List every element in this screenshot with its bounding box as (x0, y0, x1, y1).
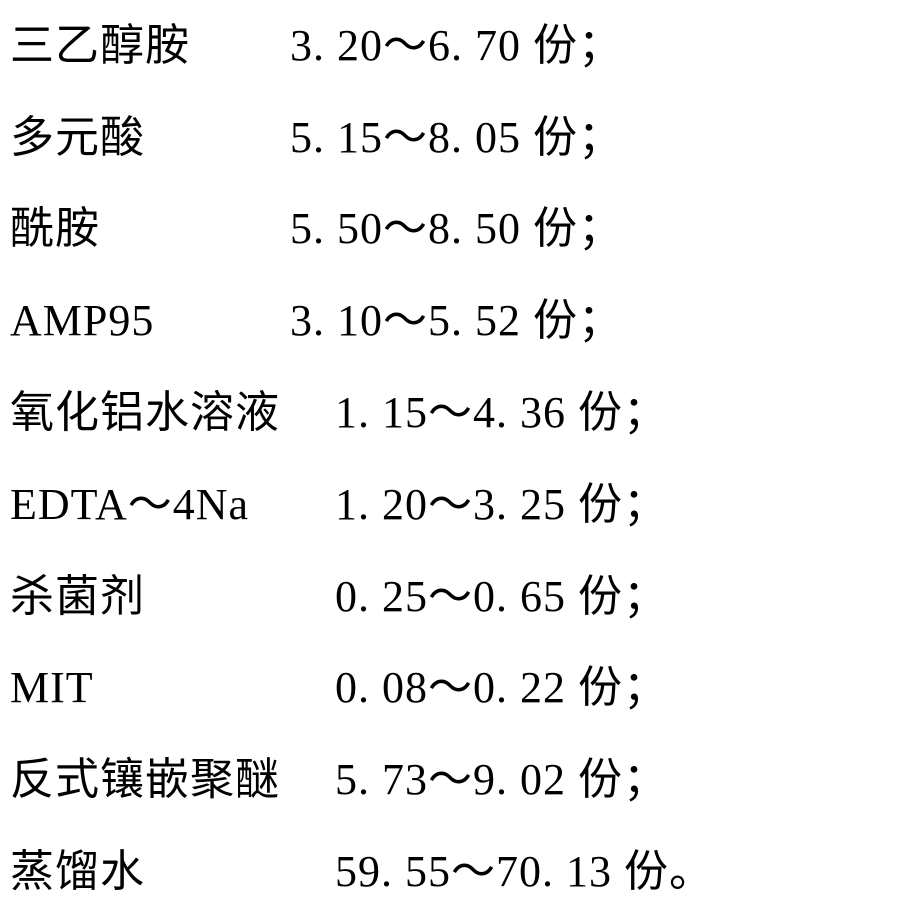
list-item: AMP95 3. 10～5. 52 份； (10, 275, 892, 367)
ingredient-label: 多元酸 (10, 116, 145, 160)
ingredient-label: MIT (10, 666, 94, 710)
list-item: 氧化铝水溶液 1. 15～4. 36 份； (10, 367, 892, 459)
ingredient-amount: 1. 20～3. 25 份； (335, 483, 668, 527)
ingredient-label: 三乙醇胺 (10, 24, 190, 68)
list-item: 多元酸 5. 15～8. 05 份； (10, 92, 892, 184)
list-item: 三乙醇胺 3. 20～6. 70 份； (10, 0, 892, 92)
list-item: 杀菌剂 0. 25～0. 65 份； (10, 551, 892, 643)
ingredient-amount: 3. 20～6. 70 份； (290, 24, 623, 68)
ingredient-amount: 5. 50～8. 50 份； (290, 207, 623, 251)
list-item: EDTA～4Na 1. 20～3. 25 份； (10, 459, 892, 551)
list-item: 蒸馏水 59. 55～70. 13 份。 (10, 826, 892, 918)
ingredient-list: 三乙醇胺 3. 20～6. 70 份； 多元酸 5. 15～8. 05 份； 酰… (0, 0, 902, 918)
ingredient-amount: 1. 15～4. 36 份； (335, 391, 668, 435)
ingredient-amount: 3. 10～5. 52 份； (290, 299, 623, 343)
ingredient-amount: 5. 15～8. 05 份； (290, 116, 623, 160)
ingredient-amount: 5. 73～9. 02 份； (335, 758, 668, 802)
list-item: 反式镶嵌聚醚 5. 73～9. 02 份； (10, 734, 892, 826)
ingredient-label: 酰胺 (10, 207, 100, 251)
ingredient-amount: 0. 25～0. 65 份； (335, 575, 668, 619)
list-item: 酰胺 5. 50～8. 50 份； (10, 184, 892, 276)
ingredient-label: 蒸馏水 (10, 850, 145, 894)
ingredient-label: 反式镶嵌聚醚 (10, 758, 280, 802)
list-item: MIT 0. 08～0. 22 份； (10, 643, 892, 735)
ingredient-label: AMP95 (10, 299, 154, 343)
ingredient-amount: 0. 08～0. 22 份； (335, 666, 668, 710)
ingredient-label: EDTA～4Na (10, 483, 249, 527)
ingredient-label: 杀菌剂 (10, 575, 145, 619)
ingredient-label: 氧化铝水溶液 (10, 391, 280, 435)
ingredient-amount: 59. 55～70. 13 份。 (335, 850, 714, 894)
